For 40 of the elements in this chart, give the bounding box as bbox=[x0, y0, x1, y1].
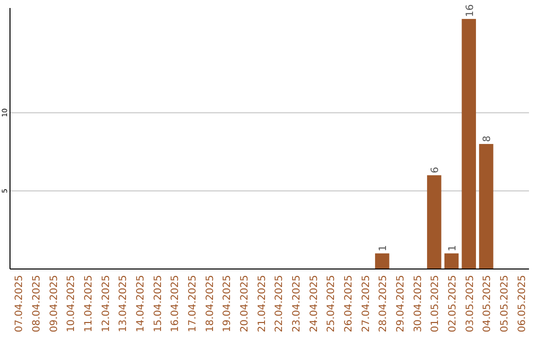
x-tick-label: 30.04.2025 bbox=[412, 275, 424, 332]
x-tick-label: 11.04.2025 bbox=[83, 275, 94, 332]
x-tick-label: 04.05.2025 bbox=[482, 275, 494, 332]
x-tick-label: 22.04.2025 bbox=[274, 275, 286, 332]
x-tick-label: 17.04.2025 bbox=[187, 275, 198, 332]
bar bbox=[375, 253, 390, 269]
data-label: 8 bbox=[482, 136, 494, 142]
x-tick-label: 09.04.2025 bbox=[48, 275, 60, 332]
x-tick-label: 14.04.2025 bbox=[135, 275, 146, 332]
x-tick-label: 15.04.2025 bbox=[152, 275, 164, 332]
x-tick-label: 03.05.2025 bbox=[464, 275, 476, 332]
x-tick-label: 05.05.2025 bbox=[500, 275, 511, 332]
data-label: 16 bbox=[464, 4, 476, 17]
x-tick-label: 29.04.2025 bbox=[396, 275, 407, 332]
x-tick-label: 07.04.2025 bbox=[14, 275, 26, 332]
x-tick-label: 26.04.2025 bbox=[344, 275, 355, 332]
x-tick-label: 10.04.2025 bbox=[66, 275, 78, 332]
x-tick-label: 19.04.2025 bbox=[222, 275, 234, 332]
x-tick-label: 12.04.2025 bbox=[100, 275, 112, 332]
bar bbox=[479, 144, 494, 269]
data-label: 6 bbox=[430, 166, 442, 174]
x-tick-label: 23.04.2025 bbox=[292, 275, 302, 332]
bar bbox=[444, 253, 459, 269]
x-tick-label: 16.04.2025 bbox=[170, 275, 182, 332]
x-tick-label: 24.04.2025 bbox=[308, 275, 320, 332]
x-tick-label: 13.04.2025 bbox=[118, 275, 130, 332]
x-tick-label: 08.04.2025 bbox=[31, 275, 42, 332]
x-tick-label: 20.04.2025 bbox=[240, 275, 250, 332]
x-tick-label: 25.04.2025 bbox=[326, 275, 338, 332]
x-tick-label: 06.05.2025 bbox=[516, 275, 528, 332]
bar bbox=[462, 18, 476, 269]
x-tick-label: 18.04.2025 bbox=[204, 275, 216, 332]
x-tick-label: 27.04.2025 bbox=[360, 275, 372, 332]
data-label: 1 bbox=[378, 244, 390, 252]
x-tick-label: 02.05.2025 bbox=[448, 275, 459, 332]
data-label: 1 bbox=[448, 244, 459, 252]
x-tick-label: 01.05.2025 bbox=[430, 275, 442, 332]
x-tick-label: 28.04.2025 bbox=[378, 275, 390, 332]
x-tick-label: 21.04.2025 bbox=[256, 275, 268, 332]
bar bbox=[427, 175, 442, 269]
